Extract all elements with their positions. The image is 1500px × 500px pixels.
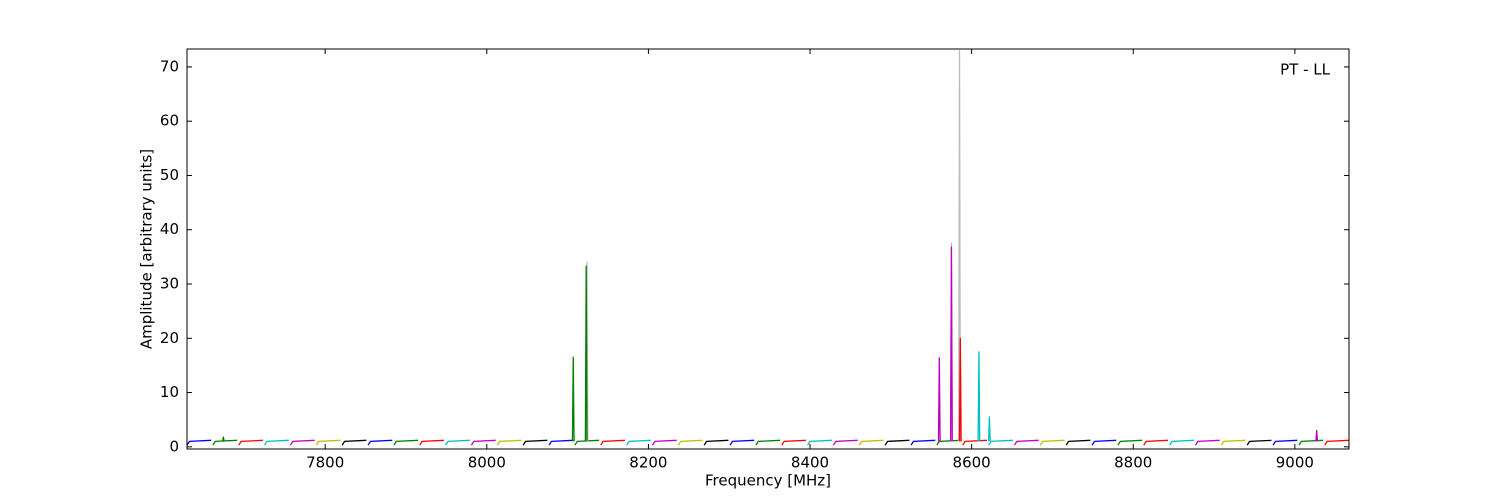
data-line (238, 439, 1349, 446)
data-line (937, 246, 1319, 442)
y-tick-label: 0 (169, 437, 179, 455)
data-line (977, 351, 991, 442)
x-tick-label: 8000 (468, 454, 506, 472)
data-line (212, 439, 1324, 446)
plot-area (187, 49, 1349, 446)
data-line (221, 265, 588, 442)
data-line (341, 439, 1272, 446)
data-line (187, 439, 1298, 446)
y-tick-label: 30 (160, 275, 179, 293)
x-tick-label: 8400 (791, 454, 829, 472)
data-line (585, 49, 961, 442)
x-tick-label: 8600 (953, 454, 991, 472)
data-line (958, 337, 962, 442)
plot-frame (186, 48, 1350, 450)
data-line (264, 439, 1194, 446)
y-tick-label: 10 (160, 383, 179, 401)
y-tick-label: 70 (160, 57, 179, 75)
x-tick-label: 9000 (1276, 454, 1314, 472)
x-tick-label: 8200 (629, 454, 667, 472)
data-line (315, 439, 1246, 446)
y-tick-label: 40 (160, 220, 179, 238)
y-axis-label: Amplitude [arbitrary units] (138, 149, 156, 349)
y-tick-label: 60 (160, 112, 179, 130)
y-tick-label: 20 (160, 329, 179, 347)
annotation: PT - LL (1280, 61, 1331, 79)
x-tick-label: 7800 (306, 454, 344, 472)
data-line (289, 439, 1220, 446)
x-tick-label: 8800 (1114, 454, 1152, 472)
x-axis-label: Frequency [MHz] (705, 472, 831, 490)
y-tick-label: 50 (160, 166, 179, 184)
